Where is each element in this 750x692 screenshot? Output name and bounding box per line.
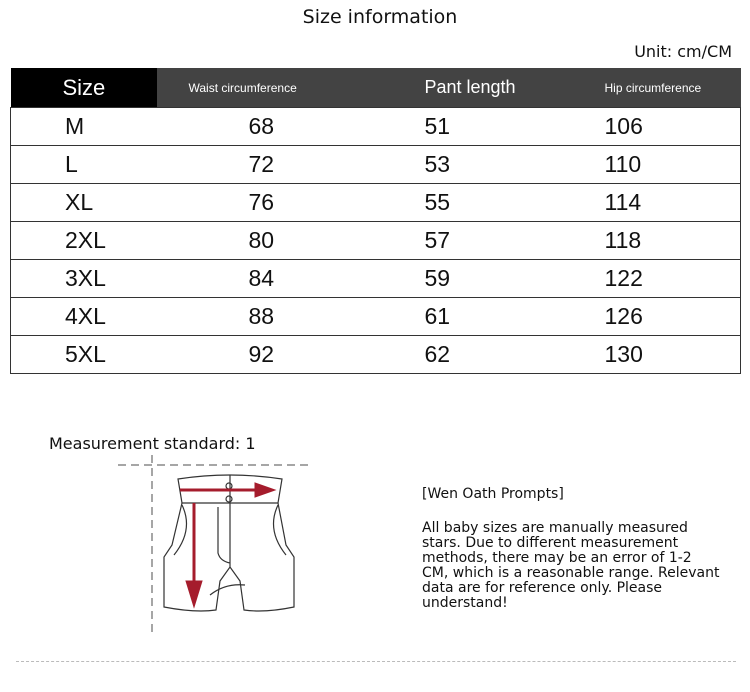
hip-cell: 122	[604, 259, 741, 298]
table-row: 2XL 80 57 118	[10, 221, 741, 260]
pant-length-cell: 55	[424, 183, 605, 222]
hip-cell: 126	[604, 297, 741, 336]
table-row: 4XL 88 61 126	[10, 297, 741, 336]
waist-cell: 72	[156, 145, 425, 184]
size-cell: L	[10, 145, 157, 184]
header-waist: Waist circumference	[156, 68, 425, 108]
pant-length-cell: 62	[424, 335, 605, 374]
page-title: Size information	[302, 6, 458, 28]
size-table: Size Waist circumference Pant length Hip…	[10, 68, 741, 374]
pant-length-cell: 57	[424, 221, 605, 260]
table-row: M 68 51 106	[10, 107, 741, 146]
pant-length-cell: 51	[424, 107, 605, 146]
header-pant-length: Pant length	[424, 68, 605, 108]
size-cell: XL	[10, 183, 157, 222]
waist-cell: 80	[156, 221, 425, 260]
hip-cell: 130	[604, 335, 741, 374]
tips-body: All baby sizes are manually measured sta…	[422, 520, 720, 611]
hip-cell: 118	[604, 221, 741, 260]
size-cell: 4XL	[10, 297, 157, 336]
waist-cell: 76	[156, 183, 425, 222]
waist-cell: 88	[156, 297, 425, 336]
waist-cell: 68	[156, 107, 425, 146]
size-cell: 2XL	[10, 221, 157, 260]
size-cell: 5XL	[10, 335, 157, 374]
hip-cell: 110	[604, 145, 741, 184]
measurement-standard-label: Measurement standard: 1	[49, 434, 256, 453]
size-cell: 3XL	[10, 259, 157, 298]
shorts-measurement-diagram	[118, 455, 308, 633]
table-row: 5XL 92 62 130	[10, 335, 741, 374]
pant-length-cell: 53	[424, 145, 605, 184]
header-hip: Hip circumference	[604, 68, 741, 108]
table-row: XL 76 55 114	[10, 183, 741, 222]
header-size: Size	[10, 68, 157, 108]
tips-title: [Wen Oath Prompts]	[422, 486, 564, 502]
table-row: L 72 53 110	[10, 145, 741, 184]
pant-length-cell: 59	[424, 259, 605, 298]
waist-cell: 92	[156, 335, 425, 374]
waist-cell: 84	[156, 259, 425, 298]
unit-label: Unit: cm/CM	[634, 42, 732, 61]
measurement-arrows	[180, 482, 277, 609]
table-row: 3XL 84 59 122	[10, 259, 741, 298]
divider	[16, 661, 736, 662]
hip-cell: 114	[604, 183, 741, 222]
pant-length-cell: 61	[424, 297, 605, 336]
size-cell: M	[10, 107, 157, 146]
hip-cell: 106	[604, 107, 741, 146]
